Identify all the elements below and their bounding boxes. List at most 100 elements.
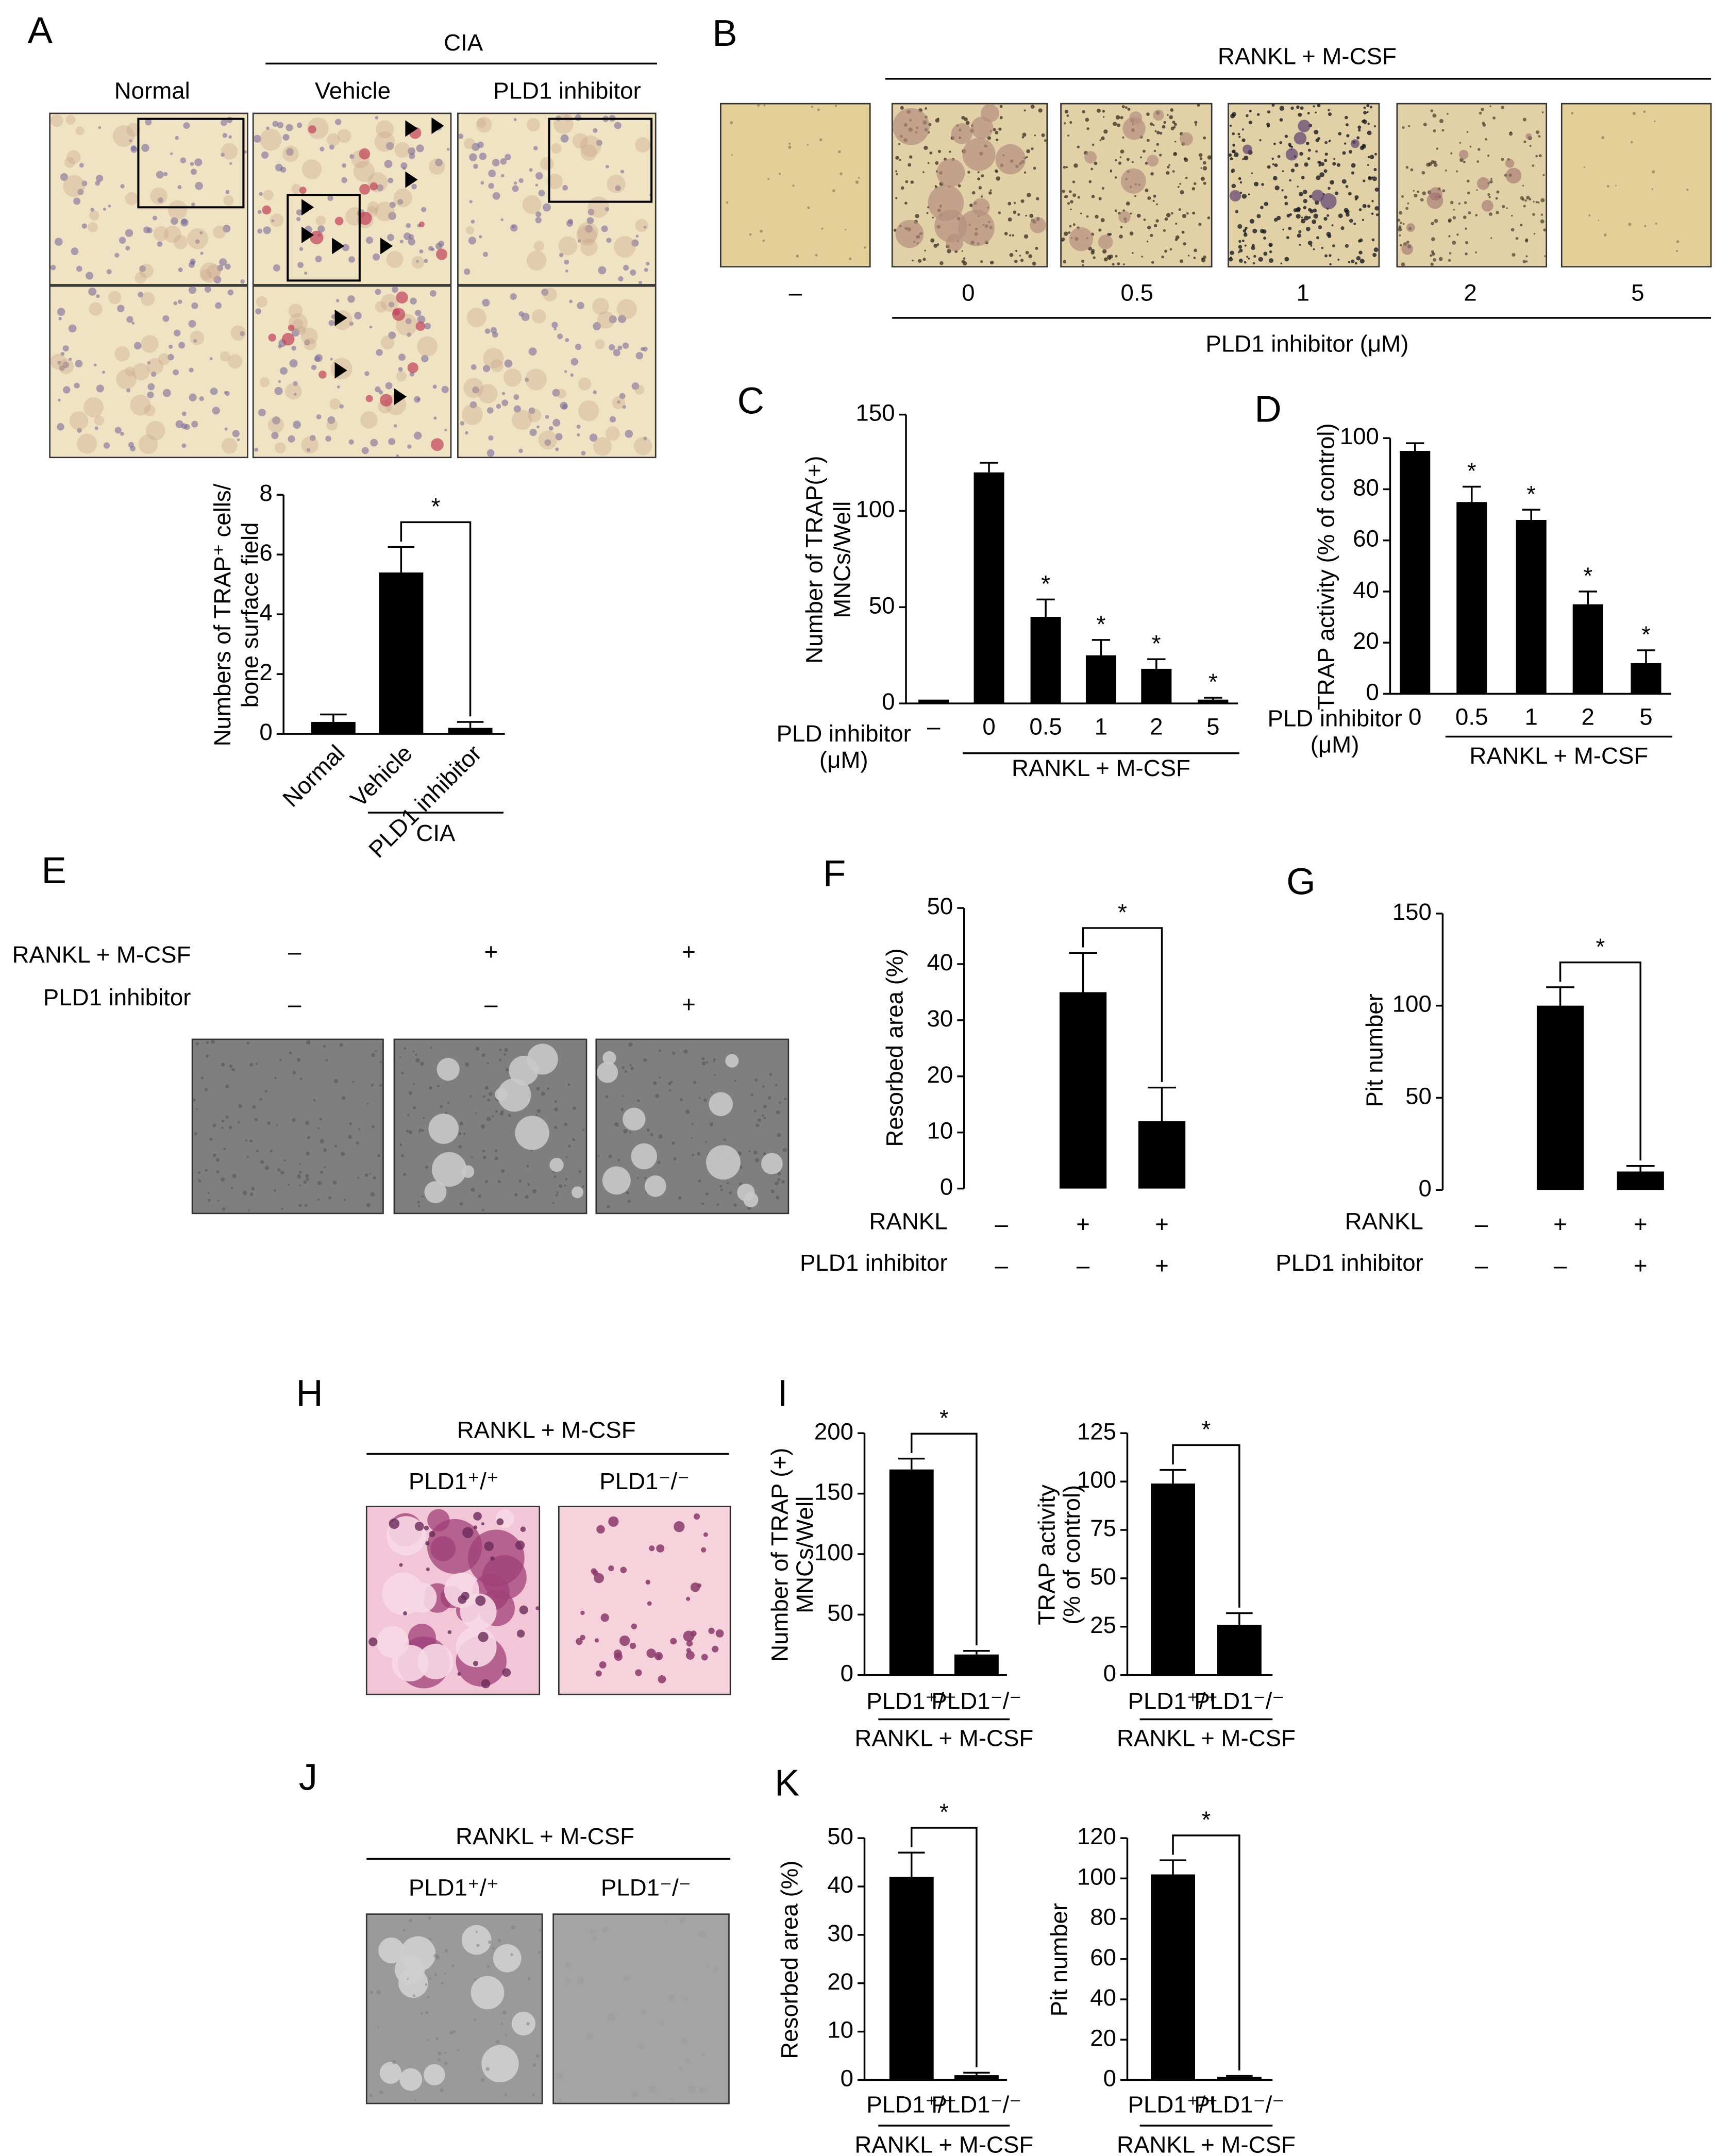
texture bbox=[375, 201, 395, 222]
texture bbox=[371, 1084, 374, 1087]
texture bbox=[377, 1154, 380, 1157]
texture bbox=[629, 1642, 636, 1649]
treatment-label: RANKL + M-CSF bbox=[1218, 43, 1397, 70]
texture bbox=[1113, 122, 1117, 126]
texture bbox=[427, 1996, 429, 1999]
y-tick-label: 6 bbox=[259, 540, 272, 566]
texture bbox=[1488, 212, 1492, 216]
group-label: RANKL + M-CSF bbox=[1117, 2131, 1296, 2156]
texture bbox=[139, 263, 154, 278]
texture bbox=[1194, 121, 1198, 124]
texture bbox=[993, 128, 996, 131]
texture bbox=[1501, 106, 1504, 109]
texture bbox=[1159, 154, 1162, 157]
texture bbox=[206, 264, 221, 279]
texture bbox=[88, 288, 97, 296]
texture bbox=[1448, 259, 1451, 262]
texture bbox=[1127, 107, 1131, 111]
texture bbox=[495, 1088, 508, 1101]
dose-label: 0 bbox=[962, 279, 975, 306]
texture bbox=[1341, 179, 1347, 184]
texture bbox=[1201, 257, 1204, 260]
texture bbox=[687, 2085, 696, 2093]
texture bbox=[486, 1062, 489, 1065]
texture bbox=[1465, 241, 1468, 244]
texture bbox=[270, 213, 284, 227]
texture bbox=[796, 255, 799, 258]
texture bbox=[216, 265, 223, 272]
texture bbox=[282, 145, 299, 162]
texture bbox=[364, 371, 370, 376]
texture bbox=[1487, 154, 1490, 157]
texture bbox=[567, 1083, 570, 1086]
texture bbox=[95, 180, 100, 186]
texture bbox=[1301, 216, 1303, 218]
texture bbox=[204, 1088, 208, 1091]
texture bbox=[1041, 133, 1045, 138]
texture bbox=[296, 217, 301, 222]
texture bbox=[444, 2051, 447, 2054]
texture bbox=[631, 2091, 639, 2098]
texture bbox=[267, 417, 284, 433]
texture bbox=[1467, 179, 1470, 183]
texture bbox=[703, 1098, 707, 1102]
texture bbox=[505, 154, 511, 160]
texture bbox=[1256, 214, 1261, 218]
texture bbox=[965, 121, 970, 125]
texture bbox=[369, 325, 373, 329]
texture bbox=[972, 198, 990, 216]
texture bbox=[372, 1125, 375, 1128]
texture bbox=[713, 1058, 716, 1061]
inset-box bbox=[548, 117, 653, 203]
texture bbox=[1140, 156, 1142, 159]
texture bbox=[1588, 214, 1591, 217]
texture bbox=[1246, 256, 1249, 258]
texture bbox=[1116, 123, 1120, 127]
texture bbox=[232, 430, 240, 437]
texture bbox=[578, 1170, 582, 1173]
texture bbox=[580, 135, 601, 157]
texture bbox=[333, 1079, 339, 1084]
texture bbox=[209, 1137, 213, 1141]
texture bbox=[288, 435, 295, 443]
texture bbox=[222, 133, 227, 138]
texture bbox=[832, 189, 835, 192]
texture bbox=[260, 1160, 264, 1164]
texture bbox=[407, 1114, 410, 1117]
texture bbox=[1124, 106, 1128, 109]
texture bbox=[1023, 109, 1026, 112]
texture bbox=[1369, 106, 1372, 109]
texture bbox=[1362, 144, 1365, 147]
texture bbox=[595, 339, 605, 349]
texture bbox=[116, 369, 137, 390]
texture bbox=[623, 1129, 628, 1134]
texture bbox=[1143, 149, 1146, 153]
texture bbox=[1538, 154, 1542, 158]
texture bbox=[379, 1084, 382, 1087]
texture bbox=[473, 1661, 479, 1666]
texture bbox=[753, 1150, 758, 1155]
texture bbox=[768, 1096, 771, 1100]
texture bbox=[575, 344, 582, 350]
texture bbox=[1164, 217, 1168, 221]
texture bbox=[369, 1173, 372, 1175]
texture bbox=[126, 123, 141, 137]
texture bbox=[367, 172, 388, 193]
texture bbox=[281, 1207, 283, 1210]
texture bbox=[482, 1555, 527, 1600]
texture bbox=[1298, 112, 1302, 117]
texture bbox=[389, 1518, 400, 1529]
texture bbox=[1319, 172, 1324, 177]
texture bbox=[637, 1099, 640, 1102]
texture bbox=[1286, 214, 1290, 218]
texture bbox=[925, 107, 927, 110]
texture bbox=[242, 1190, 247, 1195]
texture bbox=[1524, 199, 1527, 202]
panel-letter: F bbox=[823, 853, 846, 895]
texture bbox=[460, 421, 465, 426]
texture bbox=[928, 184, 964, 221]
texture bbox=[1368, 176, 1371, 179]
texture bbox=[595, 1670, 602, 1677]
texture bbox=[566, 1156, 568, 1158]
texture bbox=[188, 286, 196, 294]
